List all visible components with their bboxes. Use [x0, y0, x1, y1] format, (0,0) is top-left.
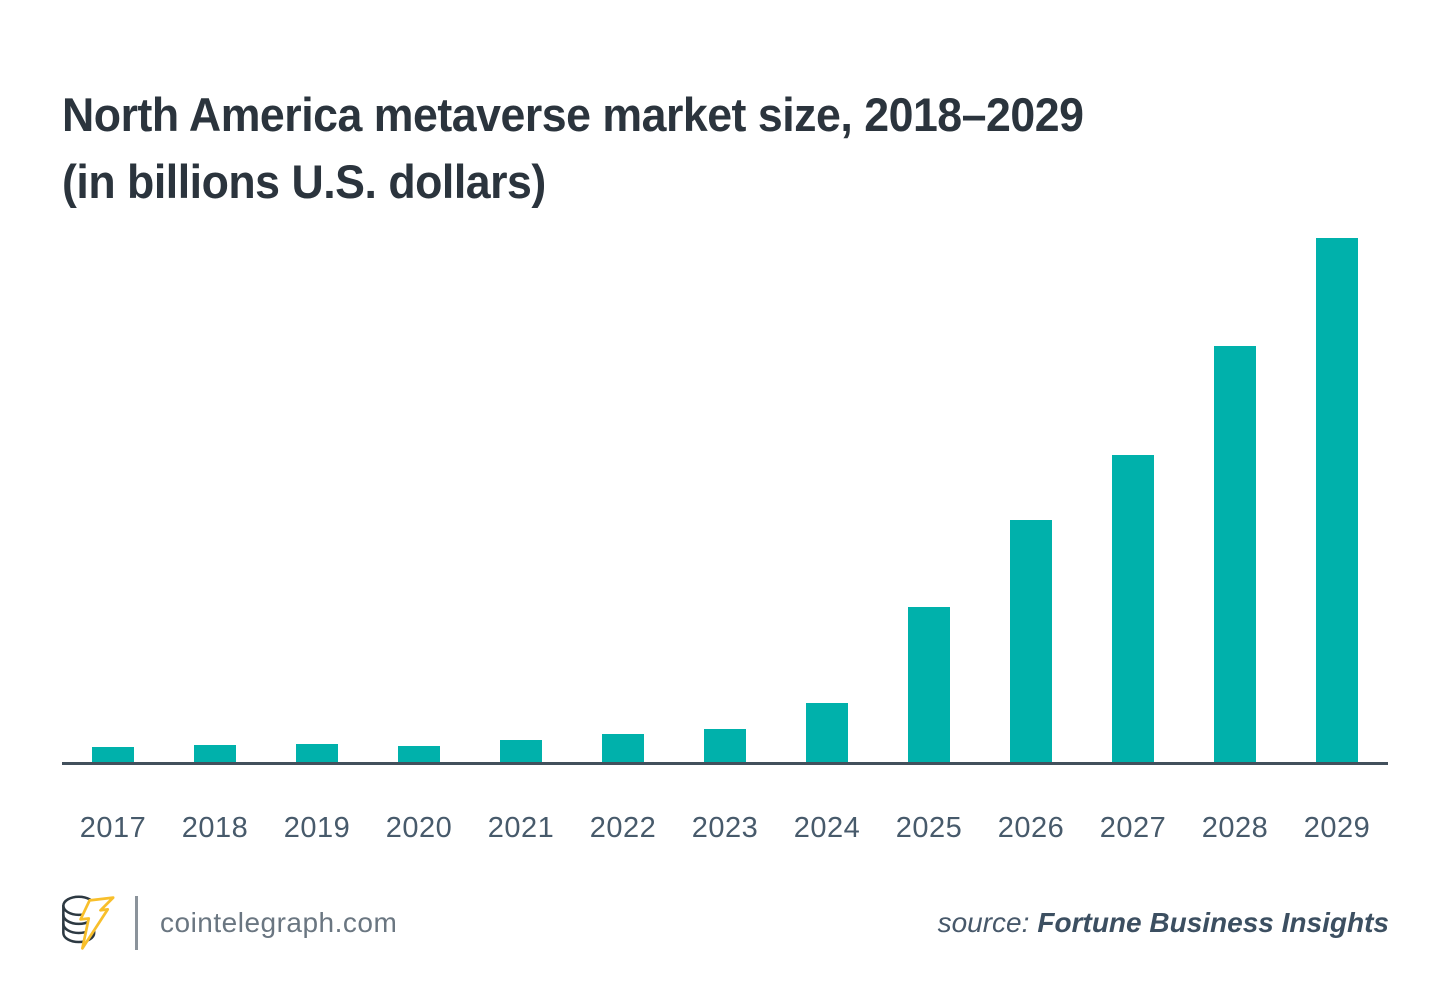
bar-2029	[1316, 238, 1358, 762]
x-axis-label-2029: 2029	[1303, 812, 1371, 844]
x-axis-label-2023: 2023	[691, 812, 759, 844]
x-axis-label-2025: 2025	[895, 812, 963, 844]
cointelegraph-logo-icon	[62, 895, 115, 950]
bar-slot-2018	[164, 745, 266, 762]
bar-slot-2024	[776, 703, 878, 762]
x-axis-label-2028: 2028	[1201, 812, 1269, 844]
bar-chart: 2017 2018 2019 2020 2021 2022 2023 2024 2025 2026…	[62, 238, 1388, 845]
chart-title-line2: (in billions U.S. dollars)	[62, 155, 546, 209]
chart-title: North America metaverse market size, 201…	[62, 81, 1084, 215]
x-axis-labels: 2017 2018 2019 2020 2021 2022 2023 2024 2025 2026…	[62, 812, 1388, 845]
bar-slot-2021	[470, 740, 572, 762]
bar-2023	[704, 729, 746, 762]
bar-2018	[194, 745, 236, 762]
source-label: source:	[937, 907, 1030, 938]
x-axis-label-2018: 2018	[181, 812, 249, 844]
bar-2021	[500, 740, 542, 762]
bar-slot-2025	[878, 607, 980, 762]
bar-slot-2023	[674, 729, 776, 762]
x-axis-label-2022: 2022	[589, 812, 657, 844]
bar-2024	[806, 703, 848, 762]
bar-2020	[398, 746, 440, 762]
x-axis-label-2017: 2017	[79, 812, 147, 844]
footer: cointelegraph.com source: Fortune Busines…	[57, 884, 1389, 962]
source-text: source: Fortune Business Insights	[938, 907, 1389, 939]
x-axis-label-2019: 2019	[283, 812, 351, 844]
footer-divider	[135, 896, 138, 950]
x-axis-label-2024: 2024	[793, 812, 861, 844]
site-label: cointelegraph.com	[160, 907, 398, 938]
bar-slot-2027	[1082, 455, 1184, 762]
cointelegraph-brand: cointelegraph.com	[57, 890, 397, 956]
bar-2019	[296, 744, 338, 762]
bar-slot-2019	[266, 744, 368, 762]
bar-2017	[92, 747, 134, 762]
x-axis-label-2026: 2026	[997, 812, 1065, 844]
bar-2026	[1010, 520, 1052, 762]
x-axis-label-2021: 2021	[487, 812, 555, 844]
bar-slot-2029	[1286, 238, 1388, 762]
bar-slot-2017	[62, 747, 164, 762]
bar-slot-2026	[980, 520, 1082, 762]
bar-2028	[1214, 346, 1256, 762]
plot-area	[62, 238, 1388, 762]
x-axis-line	[62, 762, 1388, 765]
bar-2025	[908, 607, 950, 762]
bar-slot-2020	[368, 746, 470, 762]
source-name: Fortune Business Insights	[1037, 907, 1389, 938]
lightning-t-icon	[79, 896, 115, 950]
bar-2027	[1112, 455, 1154, 762]
bar-slot-2028	[1184, 346, 1286, 762]
bar-2022	[602, 734, 644, 762]
chart-title-line1: North America metaverse market size, 201…	[62, 88, 1084, 142]
x-axis-label-2027: 2027	[1099, 812, 1167, 844]
x-axis-label-2020: 2020	[385, 812, 453, 844]
bar-slot-2022	[572, 734, 674, 762]
